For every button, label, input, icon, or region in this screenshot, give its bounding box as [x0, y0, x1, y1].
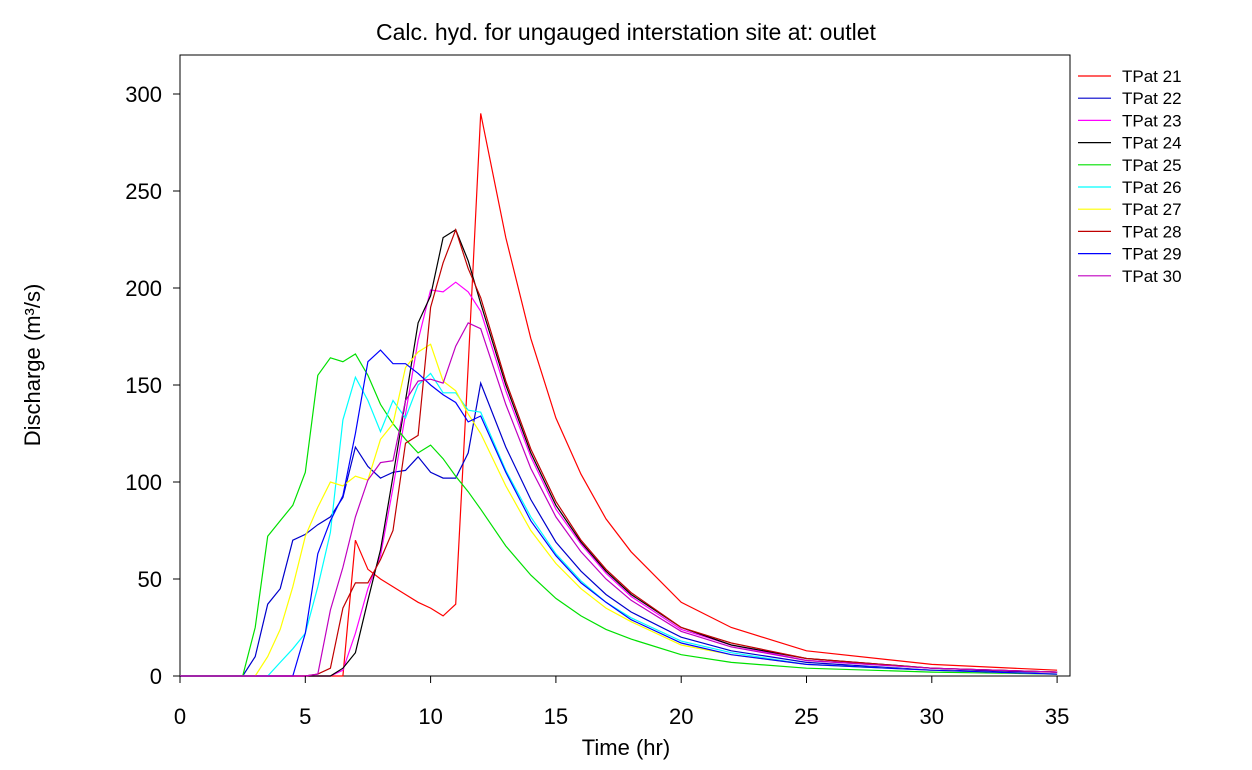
series-line-tpat-27 [180, 343, 1058, 677]
x-tick-label: 15 [544, 704, 568, 729]
series-line-tpat-30 [180, 322, 1058, 677]
legend-label: TPat 29 [1122, 245, 1182, 264]
legend-item: TPat 29 [1078, 245, 1182, 264]
y-tick-label: 50 [138, 567, 162, 592]
series-line-tpat-29 [180, 349, 1058, 677]
series-line-tpat-23 [180, 281, 1058, 677]
legend-label: TPat 27 [1122, 200, 1182, 219]
x-tick-label: 0 [174, 704, 186, 729]
y-tick-label: 100 [125, 470, 162, 495]
chart-title: Calc. hyd. for ungauged interstation sit… [376, 19, 877, 45]
legend-item: TPat 25 [1078, 156, 1182, 175]
x-axis-label: Time (hr) [582, 735, 670, 760]
legend-item: TPat 21 [1078, 67, 1182, 86]
series-layer [180, 113, 1058, 677]
legend-item: TPat 27 [1078, 200, 1182, 219]
legend-item: TPat 30 [1078, 267, 1182, 286]
x-axis: 0 5 10 15 20 25 30 35 [174, 676, 1069, 729]
legend-item: TPat 23 [1078, 111, 1182, 130]
y-axis: 0 50 100 150 200 250 300 [125, 82, 180, 689]
legend-label: TPat 28 [1122, 222, 1182, 241]
legend-label: TPat 24 [1122, 134, 1182, 153]
legend-item: TPat 26 [1078, 178, 1182, 197]
legend-label: TPat 21 [1122, 67, 1182, 86]
y-tick-label: 0 [150, 664, 162, 689]
series-line-tpat-22 [180, 380, 1058, 677]
legend-label: TPat 25 [1122, 156, 1182, 175]
y-tick-label: 250 [125, 179, 162, 204]
x-tick-label: 5 [299, 704, 311, 729]
plot-frame [179, 54, 1071, 677]
legend-label: TPat 26 [1122, 178, 1182, 197]
legend-item: TPat 24 [1078, 134, 1182, 153]
legend-label: TPat 30 [1122, 267, 1182, 286]
y-tick-label: 200 [125, 276, 162, 301]
series-line-tpat-26 [180, 372, 1058, 677]
x-tick-label: 35 [1045, 704, 1069, 729]
x-tick-label: 20 [669, 704, 693, 729]
legend-label: TPat 23 [1122, 111, 1182, 130]
x-tick-label: 10 [418, 704, 442, 729]
y-tick-label: 300 [125, 82, 162, 107]
legend: TPat 21 TPat 22 TPat 23 TPat 24 TPat 25 TPat … [1078, 67, 1182, 286]
x-tick-label: 30 [920, 704, 944, 729]
series-line-tpat-25 [180, 353, 1058, 677]
y-tick-label: 150 [125, 373, 162, 398]
legend-item: TPat 22 [1078, 89, 1182, 108]
y-axis-label: Discharge (m³/s) [20, 284, 45, 447]
legend-item: TPat 28 [1078, 222, 1182, 241]
x-tick-label: 25 [794, 704, 818, 729]
legend-label: TPat 22 [1122, 89, 1182, 108]
